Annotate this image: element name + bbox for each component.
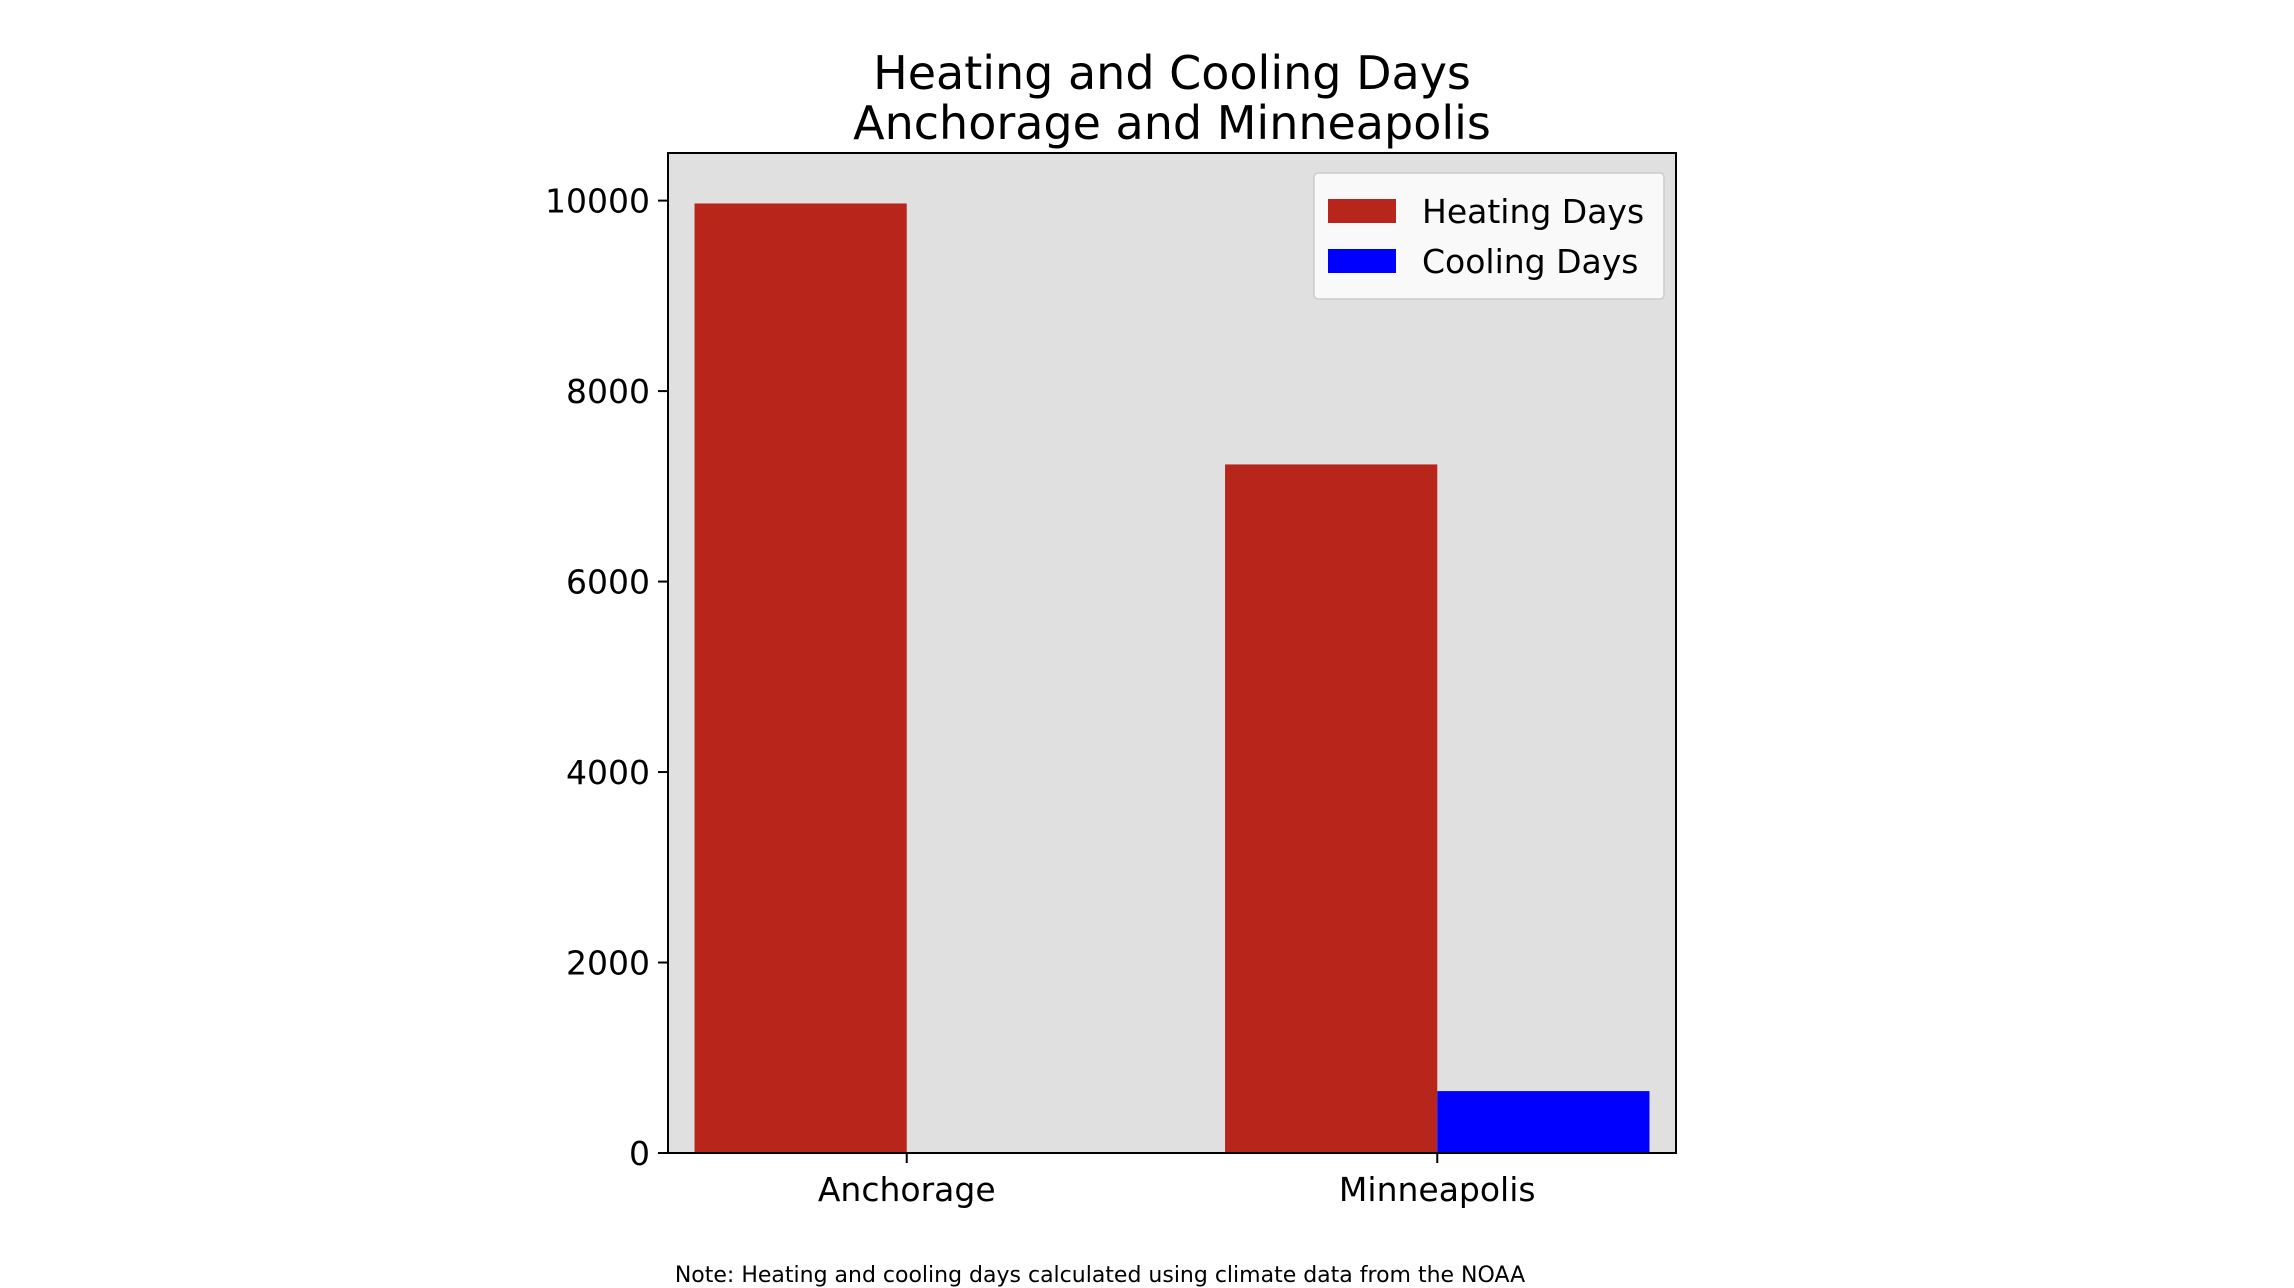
- x-tick-label: Anchorage: [818, 1170, 996, 1209]
- y-tick-label: 8000: [566, 372, 650, 411]
- bars-group: [694, 203, 1650, 1153]
- legend-label: Cooling Days: [1422, 242, 1638, 281]
- legend-label: Heating Days: [1422, 192, 1644, 231]
- y-axis: 0 2000 4000 6000 8000 10000: [545, 182, 668, 1173]
- chart-subtitle: Anchorage and Minneapolis: [853, 96, 1491, 150]
- plot-frame: [667, 152, 1677, 1154]
- y-tick-label: 4000: [566, 753, 650, 792]
- bar-minneapolis-cooling-days: [1437, 1091, 1650, 1153]
- y-tick-label: 2000: [566, 944, 650, 983]
- footnote: Note: Heating and cooling days calculate…: [675, 1263, 1525, 1288]
- chart-title: Heating and Cooling Days: [873, 46, 1471, 100]
- bar-minneapolis-heating-days: [1225, 464, 1438, 1153]
- x-tick-label: Minneapolis: [1339, 1170, 1536, 1209]
- legend-box: [1313, 172, 1665, 300]
- bar-anchorage-heating-days: [694, 203, 907, 1153]
- legend: Heating Days Cooling Days: [1313, 172, 1665, 300]
- y-tick-label: 10000: [545, 182, 650, 221]
- legend-swatch: [1328, 199, 1396, 223]
- x-axis: Anchorage Minneapolis: [818, 1153, 1536, 1209]
- y-tick-label: 6000: [566, 563, 650, 602]
- y-tick-label: 0: [629, 1134, 650, 1173]
- legend-swatch: [1328, 249, 1396, 273]
